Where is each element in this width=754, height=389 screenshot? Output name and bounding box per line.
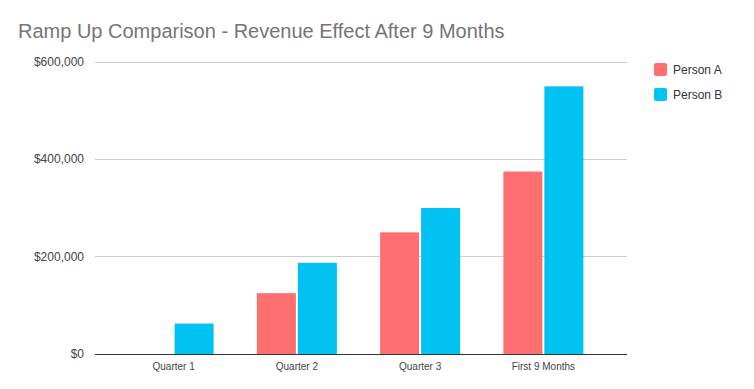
legend-label: Person A xyxy=(673,63,722,77)
bar xyxy=(544,86,583,354)
chart-svg: Ramp Up Comparison - Revenue Effect Afte… xyxy=(0,0,754,389)
y-tick-label: $0 xyxy=(71,347,85,361)
legend-swatch xyxy=(654,88,667,101)
bar xyxy=(298,263,337,354)
y-tick-label: $200,000 xyxy=(34,250,84,264)
legend-swatch xyxy=(654,63,667,76)
bar xyxy=(380,232,419,354)
y-tick-label: $600,000 xyxy=(34,55,84,69)
grid-line xyxy=(95,62,627,63)
x-tick-label: First 9 Months xyxy=(512,361,575,372)
x-tick-label: Quarter 3 xyxy=(399,361,442,372)
x-axis-line xyxy=(95,354,627,355)
title: Ramp Up Comparison - Revenue Effect Afte… xyxy=(18,20,505,42)
bar xyxy=(257,293,296,354)
chart-container: Ramp Up Comparison - Revenue Effect Afte… xyxy=(0,0,754,389)
bar xyxy=(421,208,460,354)
legend-label: Person B xyxy=(673,88,722,102)
bars xyxy=(175,86,584,354)
grid-line xyxy=(95,354,627,355)
bar xyxy=(175,324,214,354)
x-tick-label: Quarter 2 xyxy=(276,361,319,372)
bar xyxy=(503,172,542,355)
x-tick-label: Quarter 1 xyxy=(153,361,196,372)
y-tick-label: $400,000 xyxy=(34,152,84,166)
